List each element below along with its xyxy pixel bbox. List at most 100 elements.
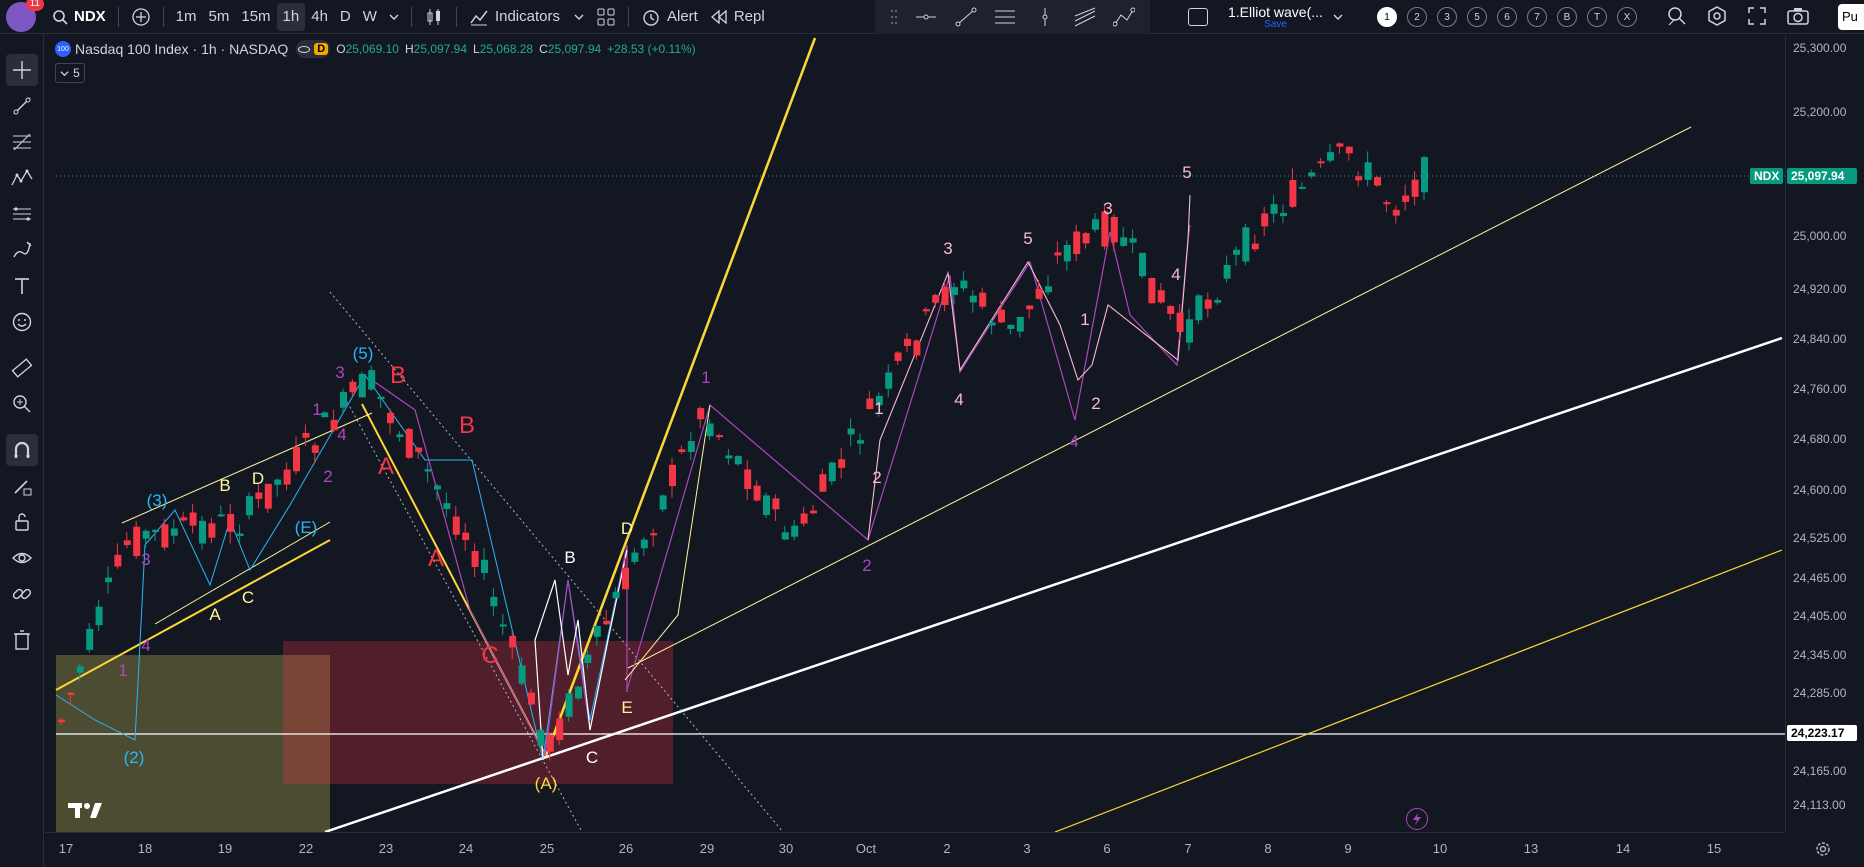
series-title[interactable]: Nasdaq 100 Index · 1h · NASDAQ xyxy=(75,41,289,57)
remove-drawings-tool[interactable] xyxy=(6,624,38,656)
wave-label: 3 xyxy=(943,239,952,258)
degree-button-3[interactable]: 3 xyxy=(1437,7,1457,27)
trend-line xyxy=(154,521,331,625)
candle-body xyxy=(293,447,300,472)
interval-w[interactable]: W xyxy=(362,8,377,25)
wave-label: 1 xyxy=(1080,310,1089,329)
top-toolbar: 11 NDX 1m 5m 15m 1h 4h D W Indicators Al… xyxy=(0,0,1864,34)
floating-drawing-toolbar xyxy=(875,0,1150,34)
symbol-search-button[interactable]: NDX xyxy=(46,0,112,34)
layout-toggle-square[interactable] xyxy=(1188,8,1208,26)
chart-type-button[interactable] xyxy=(418,0,450,34)
sync-drawings-tool[interactable] xyxy=(6,578,38,610)
alert-button[interactable]: Alert xyxy=(635,0,704,34)
degree-button-1[interactable]: 1 xyxy=(1377,7,1397,27)
emoji-tool[interactable] xyxy=(6,306,38,338)
forecast-tool[interactable] xyxy=(6,198,38,230)
fullscreen-icon[interactable] xyxy=(1746,5,1768,27)
indicators-button[interactable]: Indicators xyxy=(463,0,590,34)
degree-button-6[interactable]: 6 xyxy=(1497,7,1517,27)
fib-tool[interactable] xyxy=(6,126,38,158)
interval-4h[interactable]: 4h xyxy=(311,8,328,25)
lightning-button[interactable] xyxy=(1406,808,1428,830)
fib-channel-icon[interactable] xyxy=(1074,7,1096,27)
vertical-line-icon[interactable] xyxy=(1034,7,1056,27)
wave-label: C xyxy=(481,642,498,669)
tradingview-logo[interactable] xyxy=(68,800,104,827)
chart-canvas[interactable]: (3) 3 4 1 (2) B D A C (E) (5) 3 1 4 2 B A B A C (A) B C D E 1 2 1 2 3… xyxy=(45,35,1785,832)
settings-gear-icon[interactable] xyxy=(1706,5,1728,27)
candle-body xyxy=(556,718,564,741)
candle-body xyxy=(1374,177,1381,186)
series-legend: 100 Nasdaq 100 Index · 1h · NASDAQ D O 25… xyxy=(55,40,696,58)
layout-selector[interactable]: 1.Elliot wave(... Save xyxy=(1228,5,1323,30)
nasdaq-logo-icon: 100 xyxy=(55,41,71,57)
candle-body xyxy=(603,620,611,625)
interval-5m[interactable]: 5m xyxy=(208,8,230,25)
degree-button-7[interactable]: 7 xyxy=(1527,7,1547,27)
candle-body xyxy=(1035,288,1043,299)
candle-body xyxy=(1383,202,1391,205)
magnet-tool[interactable] xyxy=(6,434,38,466)
compare-add-symbol-button[interactable] xyxy=(125,0,157,34)
interval-dropdown[interactable] xyxy=(383,0,405,34)
path-icon[interactable] xyxy=(1113,7,1136,27)
candle-body xyxy=(575,686,582,699)
layout-save-link[interactable]: Save xyxy=(1264,18,1287,30)
wave-label: 1 xyxy=(118,661,127,680)
camera-icon[interactable] xyxy=(1786,5,1810,27)
parallel-channel-icon[interactable] xyxy=(994,7,1016,27)
wave-label: C xyxy=(242,588,254,607)
hide-drawings-tool[interactable] xyxy=(6,542,38,574)
price-chart[interactable]: (3)341(2)B DAC(E)(5)3142BABAC(A)BCDE12123… xyxy=(45,35,1785,832)
candle-body xyxy=(725,455,733,459)
degree-button-b[interactable]: B xyxy=(1557,7,1577,27)
wave-label: 3 xyxy=(1103,199,1112,218)
degree-button-2[interactable]: 2 xyxy=(1407,7,1427,27)
drag-handle-icon[interactable] xyxy=(890,8,898,26)
pattern-tool[interactable] xyxy=(6,162,38,194)
degree-button-t[interactable]: T xyxy=(1587,7,1607,27)
indicators-collapse-button[interactable]: 5 xyxy=(55,63,85,83)
elliott-wave-icon xyxy=(11,169,33,186)
replay-button[interactable]: Repl xyxy=(704,0,771,34)
degree-button-x[interactable]: X xyxy=(1617,7,1637,27)
interval-1m[interactable]: 1m xyxy=(175,8,197,25)
trend-line-tool[interactable] xyxy=(6,90,38,122)
crosshair-tool[interactable] xyxy=(6,54,38,86)
quick-search-icon[interactable] xyxy=(1666,5,1688,27)
candle-body xyxy=(828,462,836,482)
candle-body xyxy=(706,423,714,437)
text-tool[interactable] xyxy=(6,270,38,302)
interval-15m[interactable]: 15m xyxy=(241,8,271,25)
chevron-down-icon[interactable] xyxy=(1333,12,1343,22)
templates-button[interactable] xyxy=(590,0,622,34)
candle-body xyxy=(988,322,996,326)
candle-body xyxy=(819,474,827,492)
lock-drawings-tool[interactable] xyxy=(6,506,38,538)
user-avatar[interactable]: 11 xyxy=(6,0,44,32)
zoom-tool[interactable] xyxy=(6,388,38,420)
trend-line-icon[interactable] xyxy=(955,7,977,27)
candle-body xyxy=(1345,146,1353,154)
wave-label: 3 xyxy=(141,550,150,569)
measure-tool[interactable] xyxy=(6,352,38,384)
horizontal-ray-icon[interactable] xyxy=(915,7,937,27)
brush-tool[interactable] xyxy=(6,234,38,266)
publish-button[interactable]: Pu xyxy=(1838,4,1864,30)
candle-body xyxy=(744,469,752,490)
stay-in-drawing-mode-tool[interactable] xyxy=(6,470,38,502)
interval-1h[interactable]: 1h xyxy=(276,2,306,31)
candle-body xyxy=(509,636,517,648)
price-axis[interactable] xyxy=(1785,35,1864,832)
time-axis[interactable] xyxy=(45,832,1785,867)
candle-body xyxy=(349,381,357,393)
candle-body xyxy=(1298,186,1306,189)
series-visibility-toggle[interactable]: D xyxy=(296,40,331,58)
degree-button-5[interactable]: 5 xyxy=(1467,7,1487,27)
interval-d[interactable]: D xyxy=(339,8,351,25)
candle-body xyxy=(1355,176,1363,181)
wave-label: (2) xyxy=(124,748,145,767)
scale-settings-button[interactable] xyxy=(1814,840,1832,863)
wave-label: 4 xyxy=(1171,265,1180,284)
